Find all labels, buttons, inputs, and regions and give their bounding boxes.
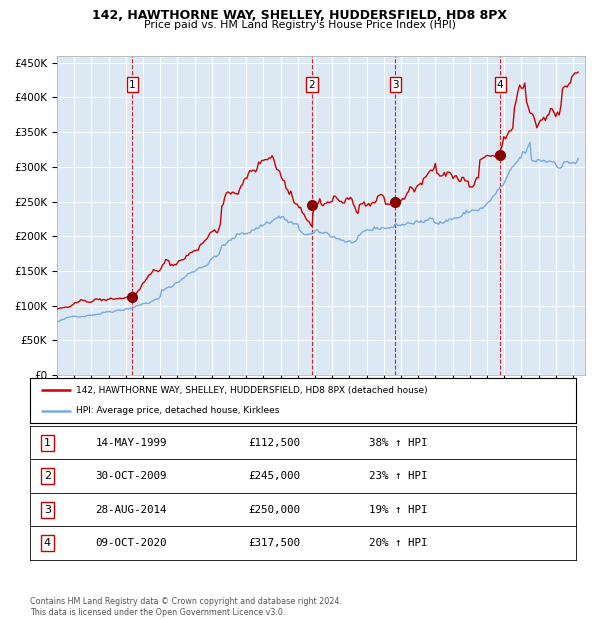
Text: 2: 2 xyxy=(44,471,51,481)
Text: £250,000: £250,000 xyxy=(248,505,301,515)
Text: 2: 2 xyxy=(309,79,316,89)
Text: HPI: Average price, detached house, Kirklees: HPI: Average price, detached house, Kirk… xyxy=(76,406,280,415)
Text: 4: 4 xyxy=(44,538,51,548)
Text: 1: 1 xyxy=(44,438,51,448)
Text: 14-MAY-1999: 14-MAY-1999 xyxy=(95,438,167,448)
Text: 30-OCT-2009: 30-OCT-2009 xyxy=(95,471,167,481)
Text: 19% ↑ HPI: 19% ↑ HPI xyxy=(368,505,427,515)
Text: Contains HM Land Registry data © Crown copyright and database right 2024.
This d: Contains HM Land Registry data © Crown c… xyxy=(30,598,342,617)
Text: 09-OCT-2020: 09-OCT-2020 xyxy=(95,538,167,548)
Text: 142, HAWTHORNE WAY, SHELLEY, HUDDERSFIELD, HD8 8PX: 142, HAWTHORNE WAY, SHELLEY, HUDDERSFIEL… xyxy=(92,9,508,22)
Text: 28-AUG-2014: 28-AUG-2014 xyxy=(95,505,167,515)
Text: Price paid vs. HM Land Registry's House Price Index (HPI): Price paid vs. HM Land Registry's House … xyxy=(144,20,456,30)
Text: 38% ↑ HPI: 38% ↑ HPI xyxy=(368,438,427,448)
Text: £112,500: £112,500 xyxy=(248,438,301,448)
Text: 4: 4 xyxy=(497,79,503,89)
Text: 20% ↑ HPI: 20% ↑ HPI xyxy=(368,538,427,548)
Text: 3: 3 xyxy=(44,505,51,515)
Text: 142, HAWTHORNE WAY, SHELLEY, HUDDERSFIELD, HD8 8PX (detached house): 142, HAWTHORNE WAY, SHELLEY, HUDDERSFIEL… xyxy=(76,386,428,395)
Text: £245,000: £245,000 xyxy=(248,471,301,481)
Text: 3: 3 xyxy=(392,79,398,89)
Text: £317,500: £317,500 xyxy=(248,538,301,548)
Text: 1: 1 xyxy=(129,79,136,89)
Text: 23% ↑ HPI: 23% ↑ HPI xyxy=(368,471,427,481)
